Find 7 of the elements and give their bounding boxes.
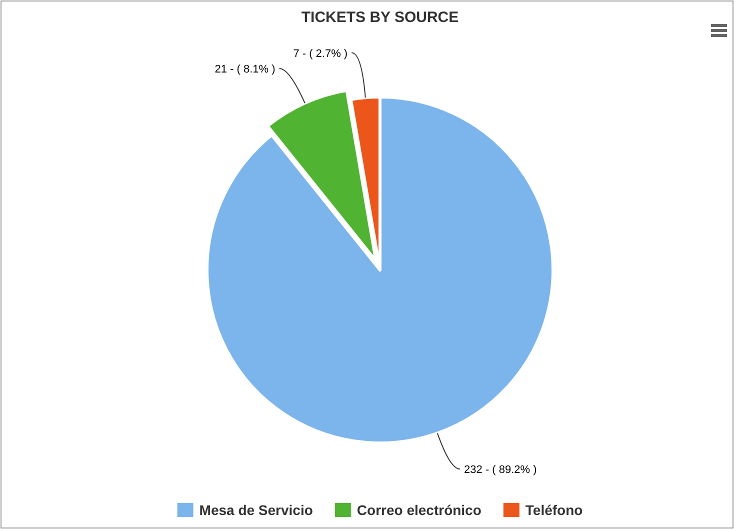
data-label: 232 - ( 89.2% )	[464, 464, 537, 476]
data-label: 21 - ( 8.1% )	[214, 63, 276, 76]
legend-label: Mesa de Servicio	[199, 502, 313, 518]
legend-label: Teléfono	[525, 502, 583, 518]
chart-title: TICKETS BY SOURCE	[301, 9, 459, 26]
legend-label: Correo electrónico	[356, 502, 482, 518]
data-label: 7 - ( 2.7% )	[293, 48, 348, 60]
